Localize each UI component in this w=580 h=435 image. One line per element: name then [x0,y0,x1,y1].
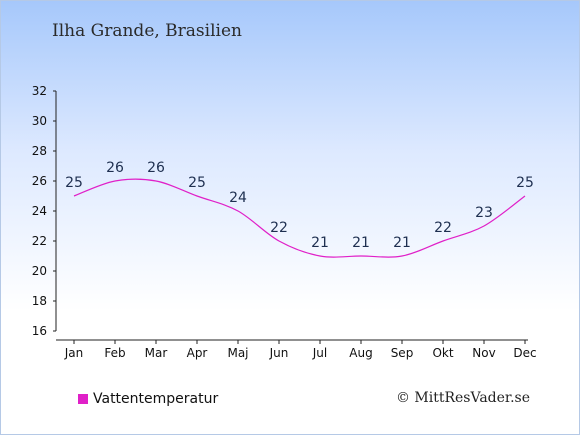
series-line [73,178,526,258]
legend: Vattentemperatur [78,391,218,407]
y-tick-label: 28 [32,144,47,158]
data-label: 23 [475,205,493,221]
x-tick-label: Mar [145,346,168,360]
x-tick-label: Jan [64,346,84,360]
data-label: 21 [311,235,329,251]
x-tick-label: Okt [432,346,453,360]
data-label: 25 [516,175,534,191]
data-label: 21 [352,235,370,251]
data-label: 21 [393,235,411,251]
y-tick-label: 18 [32,294,47,308]
legend-swatch [78,394,88,404]
credit-text: © MittResVader.se [395,390,530,406]
x-tick-label: Nov [472,346,495,360]
data-label: 24 [229,190,247,206]
x-tick-label: Apr [187,346,208,360]
legend-label: Vattentemperatur [93,391,219,407]
data-label: 26 [106,160,124,176]
chart-title: Ilha Grande, Brasilien [52,21,242,41]
data-label: 22 [270,220,288,236]
x-tick-label: Sep [391,346,414,360]
y-tick-label: 32 [32,84,47,98]
y-tick-label: 16 [32,324,47,338]
chart-marks: 25 26 26 25 24 22 21 21 21 22 23 25 [65,160,534,258]
y-tick-label: 22 [32,234,47,248]
x-tick-label: Maj [227,346,248,360]
y-tick-label: 24 [32,204,47,218]
y-tick-label: 30 [32,114,47,128]
y-tick-label: 20 [32,264,47,278]
data-label: 25 [188,175,206,191]
data-label: 26 [147,160,165,176]
data-label: 22 [434,220,452,236]
x-tick-label: Jul [312,346,327,360]
x-tick-label: Aug [349,346,372,360]
chart-axes: 16 18 20 22 24 26 28 30 32 Jan Feb Mar Apr Maj Jun Jul A… [32,84,537,360]
y-tick-label: 26 [32,174,47,188]
x-tick-label: Dec [513,346,536,360]
x-tick-label: Jun [269,346,289,360]
data-label: 25 [65,175,83,191]
x-tick-label: Feb [104,346,125,360]
